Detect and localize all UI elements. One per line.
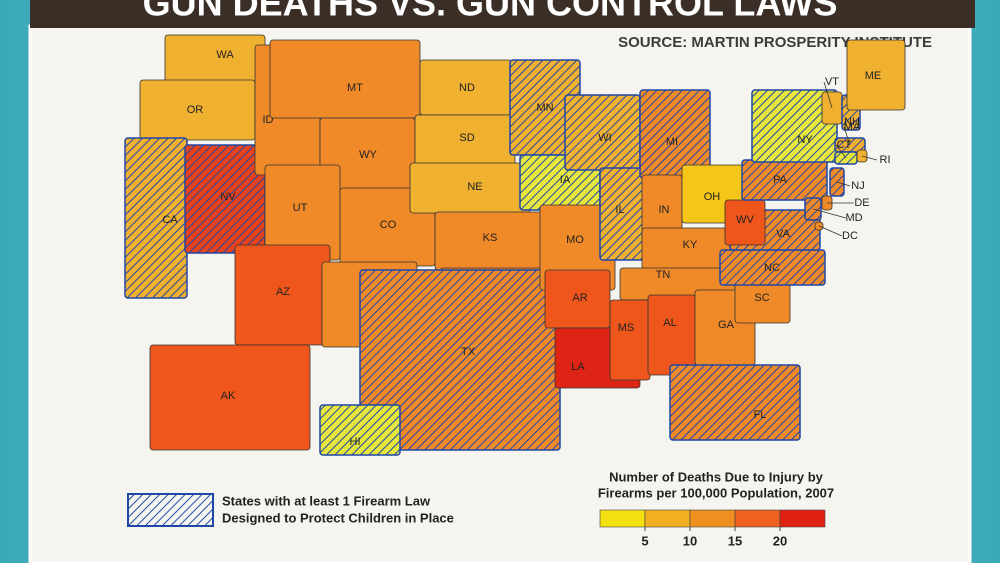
state-label: MI bbox=[666, 136, 678, 148]
state-label: PA bbox=[773, 174, 788, 186]
scale-tick-label: 10 bbox=[683, 533, 697, 548]
leader-line bbox=[835, 144, 847, 159]
us-map: WAORCANVIDMTWYUTAZCONMNDSDNEKSOKTXMNIAMO… bbox=[124, 34, 906, 456]
state bbox=[164, 34, 266, 84]
state-label: NE bbox=[467, 181, 482, 193]
state-label: WY bbox=[359, 149, 377, 161]
state-label: MN bbox=[536, 102, 553, 114]
state-label: WV bbox=[736, 214, 754, 226]
state-label: TN bbox=[656, 269, 671, 281]
state-label: HI bbox=[350, 436, 361, 448]
state bbox=[846, 39, 906, 111]
state-label: UT bbox=[293, 202, 308, 214]
state-label: NY bbox=[797, 134, 813, 146]
state-hatch bbox=[319, 404, 401, 456]
state-label: NH bbox=[844, 116, 860, 128]
state-label: LA bbox=[571, 361, 585, 373]
leader-line bbox=[812, 208, 847, 219]
state-label: MO bbox=[566, 234, 584, 246]
state-label: GA bbox=[718, 319, 735, 331]
scale-tick-label: 5 bbox=[641, 533, 648, 548]
state-label: DE bbox=[854, 197, 869, 209]
state-label: WA bbox=[216, 49, 234, 61]
leader-line bbox=[861, 155, 878, 161]
state-label: IL bbox=[615, 204, 624, 216]
scale-bin bbox=[644, 509, 691, 528]
scale-bin bbox=[734, 509, 781, 528]
state-label: IA bbox=[560, 174, 571, 186]
state-label: NJ bbox=[851, 180, 864, 192]
scale-bin bbox=[689, 509, 736, 528]
state-label: AR bbox=[572, 292, 587, 304]
state-label: RI bbox=[880, 154, 891, 166]
state bbox=[647, 294, 697, 376]
state-label: SD bbox=[459, 132, 474, 144]
state-label: KY bbox=[683, 239, 698, 251]
scale-tick-label: 15 bbox=[728, 533, 742, 548]
state-hatch bbox=[124, 137, 188, 299]
scale-legend-title: Firearms per 100,000 Population, 2007 bbox=[598, 485, 834, 500]
leader-line bbox=[843, 126, 851, 146]
scale-legend-title: Number of Deaths Due to Injury by bbox=[609, 469, 824, 484]
state bbox=[269, 39, 421, 119]
hatch-legend-swatch bbox=[127, 493, 214, 527]
leader-line bbox=[836, 181, 851, 187]
state-label: ID bbox=[263, 114, 274, 126]
state-label: MS bbox=[618, 322, 635, 334]
state-label: OR bbox=[187, 104, 204, 116]
state-label: TX bbox=[461, 346, 476, 358]
law-legend: Designed to Protect Children in Place bbox=[222, 510, 454, 525]
state-label: FL bbox=[754, 409, 767, 421]
state-label: AK bbox=[221, 390, 236, 402]
state-label: NV bbox=[220, 191, 236, 203]
title: GUN DEATHS VS. GUN CONTROL LAWS bbox=[143, 0, 838, 24]
state-label: CO bbox=[380, 219, 397, 231]
state-label: AZ bbox=[276, 286, 290, 298]
state bbox=[149, 344, 311, 451]
law-legend: States with at least 1 Firearm Law bbox=[222, 493, 431, 508]
state-label: VA bbox=[776, 228, 791, 240]
state-label: DC bbox=[842, 230, 858, 242]
color-scale: 5 10 15 20 bbox=[599, 509, 826, 548]
state-hatch bbox=[751, 89, 838, 163]
state-hatch bbox=[669, 364, 801, 441]
state-label: NC bbox=[764, 262, 780, 274]
scale-bin bbox=[599, 509, 646, 528]
state-label: MT bbox=[347, 82, 363, 94]
title-bar bbox=[30, 0, 975, 28]
state-label: ME bbox=[865, 70, 882, 82]
state-label: AL bbox=[663, 317, 676, 329]
leader-line bbox=[818, 225, 843, 237]
state-label: IN bbox=[659, 204, 670, 216]
state-label: MD bbox=[845, 212, 862, 224]
state-label: WI bbox=[598, 132, 611, 144]
state-label: CA bbox=[162, 214, 178, 226]
state-label: SC bbox=[754, 292, 769, 304]
state-label: OH bbox=[704, 191, 721, 203]
state-label: MA bbox=[844, 121, 861, 133]
scale-tick-label: 20 bbox=[773, 533, 787, 548]
state bbox=[609, 299, 651, 381]
state-label: CT bbox=[837, 139, 852, 151]
state-label: ND bbox=[459, 82, 475, 94]
leader-line bbox=[823, 81, 833, 109]
scale-bin bbox=[779, 509, 826, 528]
state-label: VT bbox=[825, 76, 839, 88]
state-label: KS bbox=[483, 232, 498, 244]
